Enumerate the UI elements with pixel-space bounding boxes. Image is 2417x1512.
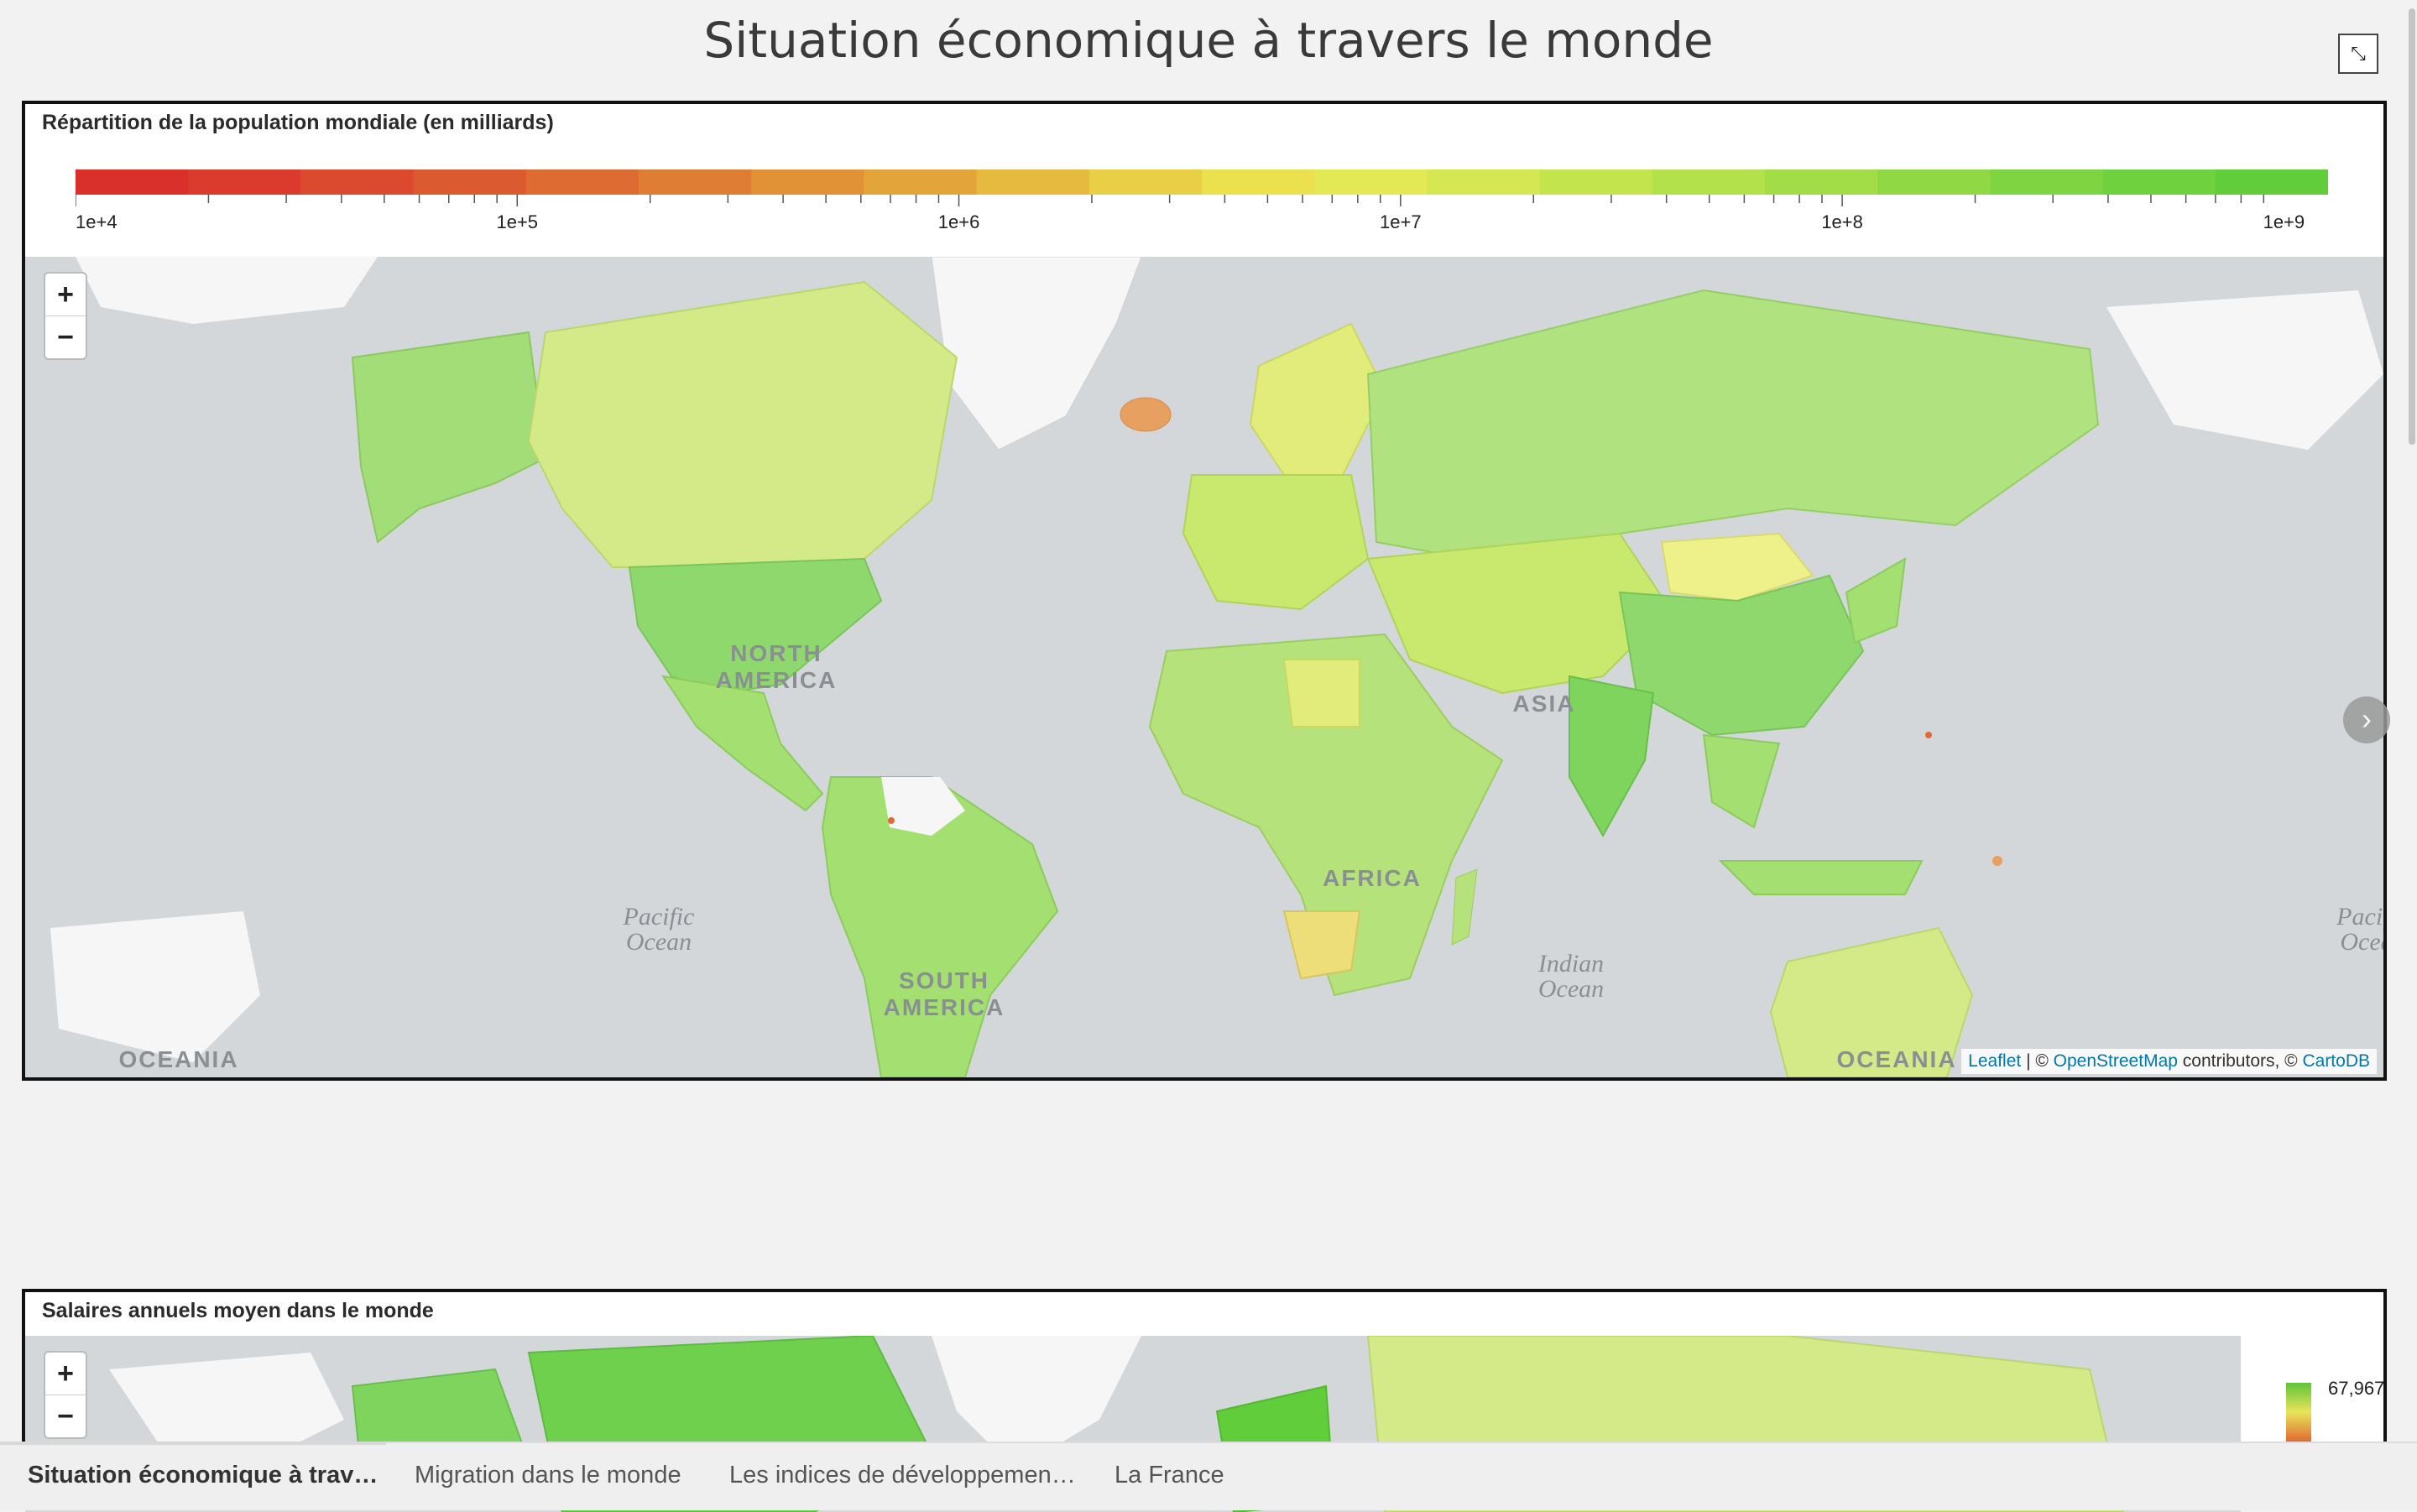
label-america-s: AMERICA: [884, 994, 1005, 1020]
legend-color-step: [639, 169, 753, 195]
zoom-in-button[interactable]: +: [57, 279, 74, 310]
region-russia[interactable]: [1366, 289, 2100, 560]
legend-color-step: [188, 169, 302, 195]
legend-tick-label: 1e+4: [76, 211, 117, 232]
legend-color-step: [525, 169, 639, 195]
zoom-in-button-2[interactable]: +: [57, 1358, 74, 1389]
population-map[interactable]: NORTH AMERICA SOUTH AMERICA AFRICA ASIA …: [25, 257, 2383, 1077]
tab-bar: Situation économique à trav… Migration d…: [0, 1442, 2417, 1510]
legend-tick-label: 1e+6: [938, 211, 980, 232]
chevron-right-icon: ›: [2362, 701, 2372, 736]
scrollbar[interactable]: [2409, 8, 2415, 445]
label-ocean-i: Ocean: [1538, 975, 1604, 1003]
label-america: AMERICA: [716, 667, 838, 693]
osm-link[interactable]: OpenStreetMap: [2053, 1051, 2178, 1071]
tab-situation-economique[interactable]: Situation économique à trav…: [28, 1462, 378, 1489]
active-tab-indicator: [0, 1442, 386, 1445]
legend-tick-label: 1e+7: [1380, 211, 1422, 232]
zoom-control: + −: [44, 272, 87, 360]
label-south: SOUTH: [899, 967, 989, 993]
legend-color-step: [2102, 169, 2216, 195]
legend-color-step: [2215, 169, 2328, 195]
legend-color-step: [751, 169, 865, 195]
legend-color-step: [1427, 169, 1541, 195]
region-canada[interactable]: [527, 280, 958, 568]
label-pacific-e: Pacifi: [2336, 903, 2383, 931]
region-africa[interactable]: [1148, 633, 1504, 997]
label-indian: Indian: [1537, 950, 1604, 978]
legend-color-step: [1990, 169, 2104, 195]
next-slide-button[interactable]: ›: [2343, 696, 2390, 743]
region-india[interactable]: [1569, 675, 1655, 838]
label-africa: AFRICA: [1323, 865, 1422, 891]
legend-tick-label: 1e+5: [496, 211, 538, 232]
region-europe[interactable]: [1182, 474, 1370, 611]
region-alaska[interactable]: [351, 331, 547, 544]
legend-gradient: [2286, 1383, 2311, 1442]
leaflet-link[interactable]: Leaflet: [1968, 1051, 2022, 1071]
exit-fullscreen-button[interactable]: ⤡: [2338, 34, 2378, 74]
legend-color-step: [300, 169, 415, 195]
legend-tick-label: 1e+8: [1821, 211, 1863, 232]
panel-title: Répartition de la population mondiale (e…: [42, 111, 554, 134]
label-ocean-e: Ocea: [2340, 928, 2383, 956]
legend-color-step: [1088, 169, 1203, 195]
label-asia: ASIA: [1513, 691, 1576, 717]
zoom-out-button-2[interactable]: −: [45, 1395, 86, 1437]
page-title: Situation économique à travers le monde: [703, 12, 1714, 69]
tab-migration[interactable]: Migration dans le monde: [415, 1462, 681, 1489]
legend-color-step: [1877, 169, 1992, 195]
legend-max-value: 67,967: [2328, 1378, 2385, 1399]
legend-color-step: [413, 169, 527, 195]
panel-title: Salaires annuels moyen dans le monde: [42, 1299, 434, 1322]
tab-indices-developpement[interactable]: Les indices de développemen…: [729, 1462, 1076, 1489]
legend-color-step: [1314, 169, 1428, 195]
map-attribution: Leaflet | © OpenStreetMap contributors, …: [1961, 1049, 2377, 1074]
legend-tick-label: 1e+9: [2263, 211, 2305, 232]
collapse-icon: ⤡: [2351, 43, 2366, 64]
region-australia[interactable]: [1769, 926, 1974, 1077]
legend-color-step: [1765, 169, 1879, 195]
population-map-panel: Répartition de la population mondiale (e…: [22, 101, 2387, 1081]
color-legend: 1e+4 1e+5 1e+6 1e+7 1e+8 1e+9: [76, 169, 2328, 232]
legend-color-step: [864, 169, 978, 195]
legend-color-step: [76, 169, 190, 195]
tab-la-france[interactable]: La France: [1115, 1462, 1224, 1489]
label-north: NORTH: [730, 640, 822, 666]
region-usa[interactable]: [628, 557, 883, 695]
legend-color-step: [976, 169, 1090, 195]
label-pacific: Pacific: [623, 903, 695, 931]
zoom-control-2: + −: [44, 1351, 87, 1439]
legend-color-step: [1652, 169, 1766, 195]
label-oceania-w: OCEANIA: [118, 1046, 238, 1072]
zoom-out-button[interactable]: −: [45, 315, 86, 358]
cartodb-link[interactable]: CartoDB: [2302, 1051, 2370, 1071]
legend-color-step: [1202, 169, 1316, 195]
region-south-america[interactable]: [821, 776, 1059, 1077]
world-map[interactable]: NORTH AMERICA SOUTH AMERICA AFRICA ASIA …: [25, 257, 2383, 1077]
label-ocean: Ocean: [626, 928, 692, 956]
label-oceania-e: OCEANIA: [1836, 1046, 1956, 1072]
legend-color-step: [1539, 169, 1653, 195]
